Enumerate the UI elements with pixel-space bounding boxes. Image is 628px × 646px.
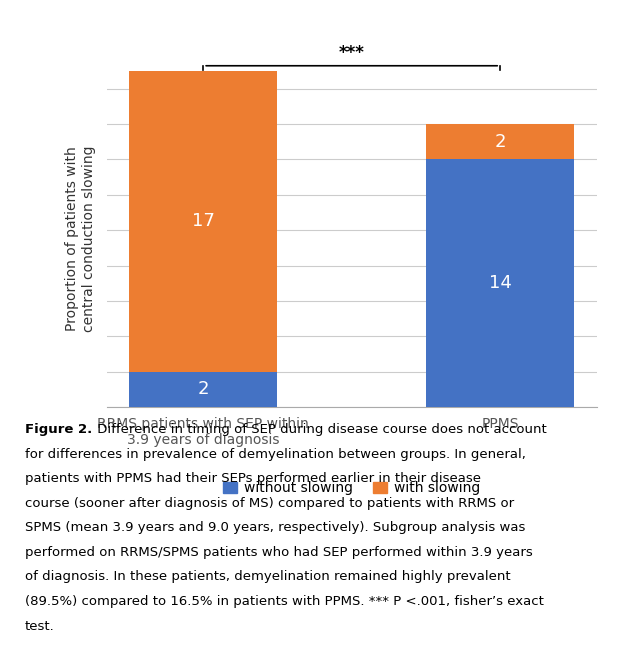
Legend: without slowing, with slowing: without slowing, with slowing	[217, 475, 486, 501]
Y-axis label: Proportion of patients with
central conduction slowing: Proportion of patients with central cond…	[65, 146, 95, 332]
Text: of diagnosis. In these patients, demyelination remained highly prevalent: of diagnosis. In these patients, demyeli…	[25, 570, 511, 583]
Text: Figure 2.: Figure 2.	[25, 423, 92, 436]
Bar	[426, 124, 575, 160]
Text: SPMS (mean 3.9 years and 9.0 years, respectively). Subgroup analysis was: SPMS (mean 3.9 years and 9.0 years, resp…	[25, 521, 526, 534]
Bar	[129, 71, 278, 371]
Text: ***: ***	[338, 44, 365, 62]
Text: 17: 17	[192, 213, 215, 231]
Text: 2: 2	[197, 380, 209, 399]
Bar	[129, 371, 278, 407]
Text: (89.5%) compared to 16.5% in patients with PPMS. *** P <.001, fisher’s exact: (89.5%) compared to 16.5% in patients wi…	[25, 595, 544, 608]
Text: patients with PPMS had their SEPs performed earlier in their disease: patients with PPMS had their SEPs perfor…	[25, 472, 481, 485]
Text: Difference in timing of SEP during disease course does not account: Difference in timing of SEP during disea…	[93, 423, 547, 436]
Bar	[426, 160, 575, 407]
Text: for differences in prevalence of demyelination between groups. In general,: for differences in prevalence of demyeli…	[25, 448, 526, 461]
Text: 14: 14	[489, 274, 512, 292]
Text: course (sooner after diagnosis of MS) compared to patients with RRMS or: course (sooner after diagnosis of MS) co…	[25, 497, 514, 510]
Text: 2: 2	[494, 133, 506, 151]
Text: performed on RRMS/SPMS patients who had SEP performed within 3.9 years: performed on RRMS/SPMS patients who had …	[25, 546, 533, 559]
Text: test.: test.	[25, 620, 55, 632]
